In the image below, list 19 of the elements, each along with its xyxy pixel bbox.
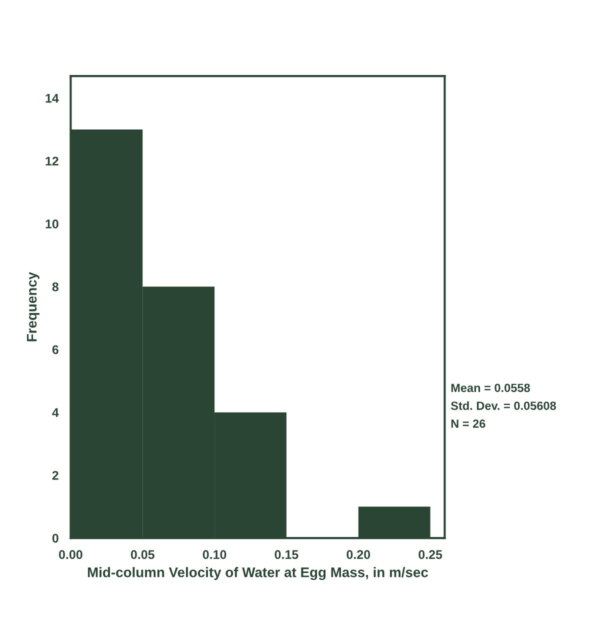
y-tick-label: 0 xyxy=(52,534,58,543)
x-tick-label: 0.10 xyxy=(202,550,226,560)
x-tick-label: 0.20 xyxy=(346,550,370,560)
y-tick-label: 8 xyxy=(52,282,58,292)
y-axis-title: Frequency xyxy=(26,272,40,342)
x-tick-label: 0.05 xyxy=(130,550,154,560)
x-tick-label: 0.25 xyxy=(418,550,442,560)
y-tick-label: 12 xyxy=(46,156,58,166)
y-tick-label: 10 xyxy=(46,220,58,228)
y-tick-label: 6 xyxy=(52,345,58,354)
x-axis-title: Mid-column Velocity of Water at Egg Mass, in m/sec xyxy=(88,567,428,580)
x-tick-label: 0.15 xyxy=(274,550,298,560)
text: N = 26 xyxy=(451,419,486,428)
text: Std. Dev. = 0.05608 xyxy=(450,401,556,410)
text: Mean = 0.0558 xyxy=(451,384,530,392)
y-tick-label: 2 xyxy=(52,470,58,480)
x-tick-label: 0.00 xyxy=(59,550,82,560)
y-tick-label: 14 xyxy=(46,94,59,103)
y-tick-label: 4 xyxy=(52,408,59,417)
